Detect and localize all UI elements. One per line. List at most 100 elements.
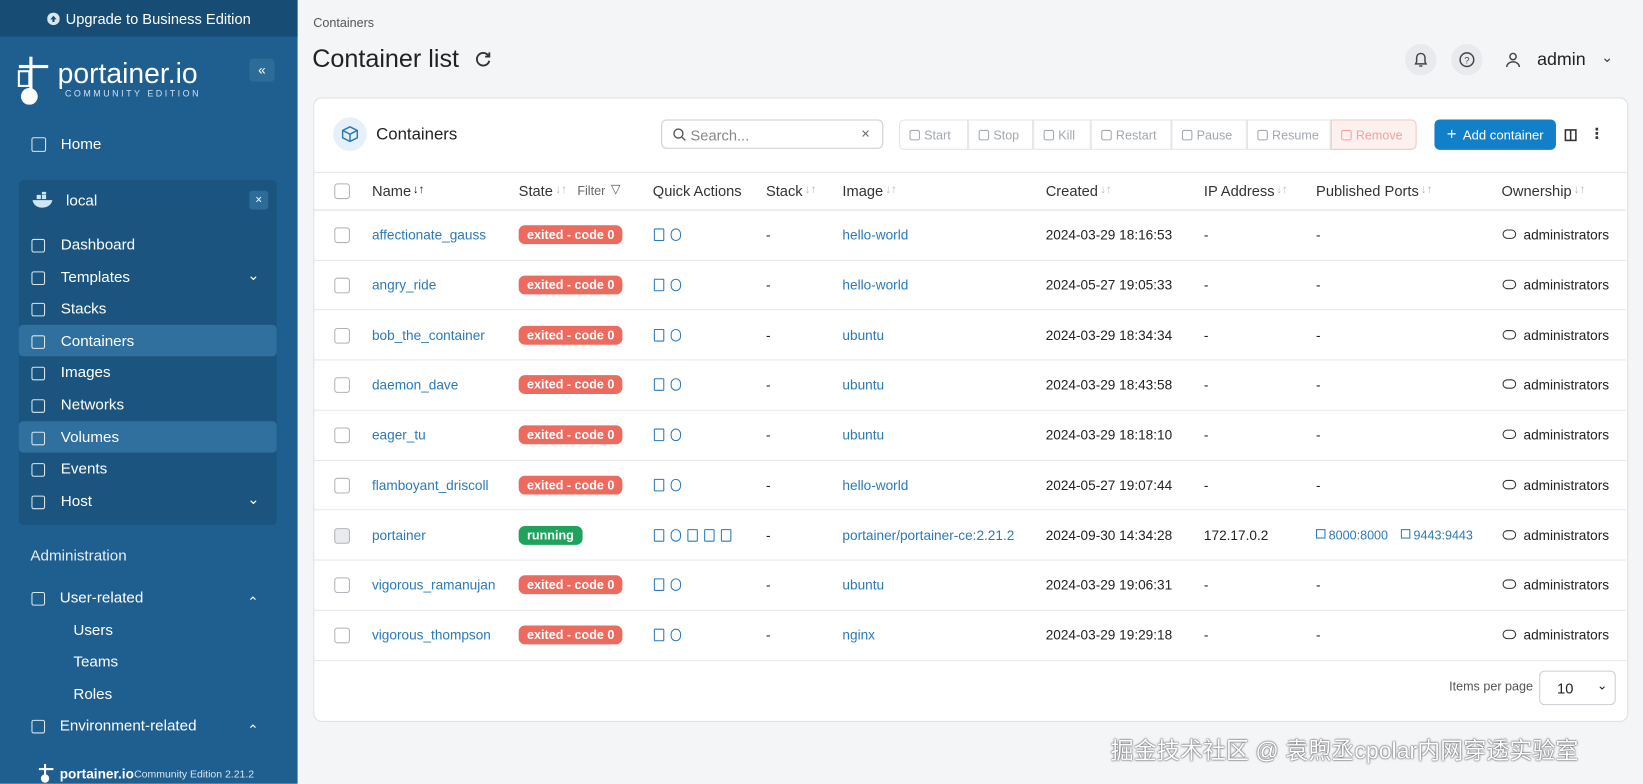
row-checkbox[interactable] <box>334 277 350 294</box>
quick-action[interactable] <box>653 278 665 292</box>
nav-item[interactable]: Volumes <box>60 429 120 446</box>
quick-action[interactable] <box>670 428 682 442</box>
state-filter[interactable]: Filter <box>577 183 606 199</box>
column-header[interactable]: Stack <box>765 182 803 200</box>
page-title: Container list <box>312 45 460 74</box>
collapse-button[interactable]: « <box>249 58 275 82</box>
row-checkbox[interactable] <box>334 427 350 444</box>
quick-action[interactable] <box>653 228 665 241</box>
notifications-button[interactable] <box>1405 44 1437 76</box>
nav-item[interactable]: User-related <box>59 589 144 607</box>
container-name[interactable]: portainer <box>371 527 426 543</box>
quick-action[interactable] <box>653 578 665 592</box>
quick-action[interactable] <box>720 528 732 542</box>
nav-item[interactable]: Users <box>73 622 114 640</box>
nav-item[interactable]: Dashboard <box>60 236 136 254</box>
nav-item[interactable]: Environment-related <box>59 717 197 735</box>
breadcrumb[interactable]: Containers <box>313 15 375 31</box>
row-checkbox[interactable] <box>334 527 350 544</box>
clear-search[interactable]: × <box>861 124 870 142</box>
image[interactable]: hello-world <box>842 477 909 493</box>
column-header[interactable]: State <box>518 182 553 200</box>
quick-action[interactable] <box>670 628 682 642</box>
action-button[interactable]: Stop <box>968 119 1034 150</box>
image[interactable]: hello-world <box>842 276 909 293</box>
image[interactable]: ubuntu <box>842 326 885 343</box>
column-header[interactable]: Created <box>1045 182 1098 200</box>
quick-action[interactable] <box>670 478 682 492</box>
image[interactable]: ubuntu <box>842 426 885 443</box>
quick-action[interactable] <box>670 378 682 392</box>
quick-action[interactable] <box>670 228 682 241</box>
quick-action[interactable] <box>670 278 682 292</box>
add-container-button[interactable]: + Add container <box>1434 119 1556 150</box>
nav-item[interactable]: Teams <box>73 653 119 671</box>
action-button[interactable]: Start <box>899 119 969 150</box>
container-name[interactable]: eager_tu <box>371 426 426 443</box>
nav-item[interactable]: Containers <box>60 332 135 350</box>
nav-item[interactable]: Images <box>60 365 111 382</box>
columns-button[interactable] <box>1564 129 1577 142</box>
row-checkbox[interactable] <box>334 227 350 244</box>
published-port[interactable]: 9443:9443 <box>1413 527 1473 543</box>
published-port[interactable]: 8000:8000 <box>1328 527 1389 543</box>
column-header[interactable]: Image <box>842 182 884 200</box>
image[interactable]: portainer/portainer-ce:2.21.2 <box>842 527 1015 543</box>
quick-action[interactable] <box>670 328 682 342</box>
action-button[interactable]: Kill <box>1033 119 1091 150</box>
image[interactable]: hello-world <box>842 226 909 243</box>
container-name[interactable]: vigorous_thompson <box>371 627 491 643</box>
select-all[interactable] <box>334 183 350 200</box>
action-button[interactable]: Resume <box>1246 119 1331 150</box>
help-button[interactable] <box>1451 44 1483 76</box>
nav-item[interactable]: Roles <box>73 686 113 704</box>
search-box[interactable] <box>661 119 884 149</box>
column-header[interactable]: Name <box>371 182 412 200</box>
more-button[interactable]: ⋮ <box>1589 124 1605 142</box>
action-button[interactable]: Restart <box>1090 119 1172 150</box>
nav-item[interactable]: Networks <box>60 397 125 414</box>
quick-action[interactable] <box>653 428 665 442</box>
row-checkbox[interactable] <box>334 477 350 494</box>
user-menu[interactable]: admin <box>1537 49 1586 70</box>
container-name[interactable]: affectionate_gauss <box>371 226 487 243</box>
upgrade-banner[interactable]: Upgrade to Business Edition <box>0 0 298 37</box>
row-checkbox[interactable] <box>334 627 350 644</box>
quick-action[interactable] <box>670 578 682 592</box>
row-checkbox[interactable] <box>334 577 350 594</box>
container-name[interactable]: flamboyant_driscoll <box>371 477 489 493</box>
quick-action[interactable] <box>653 328 665 342</box>
quick-action[interactable] <box>653 628 665 642</box>
quick-action[interactable] <box>653 378 665 392</box>
column-header[interactable]: IP Address <box>1203 182 1275 200</box>
container-name[interactable]: bob_the_container <box>371 326 485 343</box>
quick-action[interactable] <box>653 478 665 492</box>
container-name[interactable]: vigorous_ramanujan <box>371 577 496 593</box>
close-environment[interactable]: × <box>249 190 269 210</box>
nav-item[interactable]: Host <box>60 493 93 511</box>
nav-item[interactable]: Templates <box>60 268 131 286</box>
quick-action[interactable] <box>653 528 665 542</box>
action-button[interactable]: Pause <box>1171 119 1247 150</box>
quick-action[interactable] <box>687 528 698 542</box>
nav-home[interactable]: Home <box>60 136 102 153</box>
nav-item[interactable]: Events <box>60 461 108 478</box>
quick-action[interactable] <box>704 528 715 542</box>
ownership-icon <box>1502 429 1517 440</box>
column-header[interactable]: Published Ports <box>1316 182 1419 200</box>
nav-item[interactable]: Stacks <box>60 300 107 318</box>
action-button[interactable]: Remove <box>1330 119 1417 150</box>
refresh-button[interactable] <box>474 50 493 69</box>
image[interactable]: nginx <box>842 627 875 643</box>
quick-action[interactable] <box>670 528 682 542</box>
row-checkbox[interactable] <box>334 377 350 394</box>
nav-icon <box>31 495 46 510</box>
image[interactable]: ubuntu <box>842 376 885 393</box>
ownership: administrators <box>1523 477 1610 493</box>
items-per-page-select[interactable] <box>1539 670 1616 706</box>
column-header[interactable]: Ownership <box>1501 182 1572 200</box>
image[interactable]: ubuntu <box>842 577 885 593</box>
row-checkbox[interactable] <box>334 327 350 344</box>
container-name[interactable]: daemon_dave <box>371 376 459 393</box>
container-name[interactable]: angry_ride <box>371 276 437 293</box>
